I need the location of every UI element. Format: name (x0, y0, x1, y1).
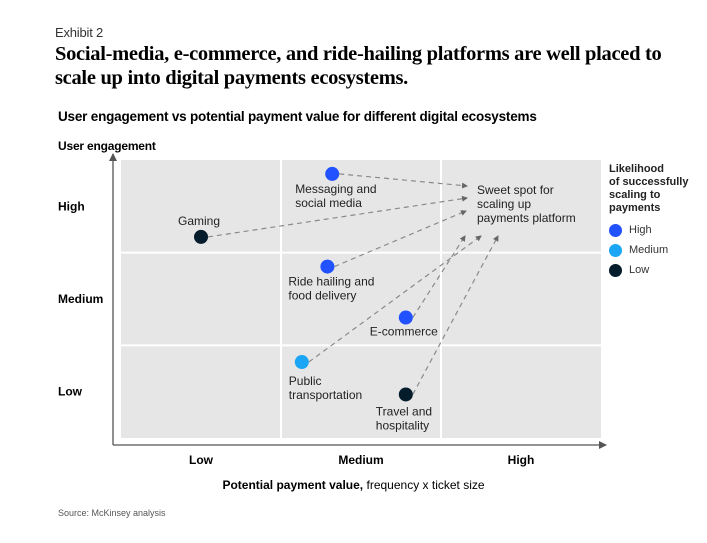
legend-title-line: payments (609, 202, 661, 214)
data-point-label: Messaging and (295, 182, 376, 196)
x-tick-label: Low (189, 453, 214, 467)
legend-label: Medium (629, 244, 669, 256)
legend: Likelihood of successfully scaling to payme… (609, 163, 704, 277)
chart-title: User engagement vs potential payment val… (58, 109, 537, 124)
data-point-label: Public (289, 374, 322, 388)
x-axis-title: Potential payment value, frequency x tic… (0, 478, 707, 492)
data-point (194, 229, 208, 244)
data-point (398, 310, 413, 325)
legend-swatch (609, 223, 622, 237)
data-point (294, 355, 309, 370)
source-note: Source: McKinsey analysis (58, 508, 166, 518)
grid-cell (442, 346, 601, 438)
x-axis-title-rest: frequency x ticket size (363, 478, 485, 492)
y-tick-label: Low (58, 385, 83, 399)
legend-title-line: Likelihood (609, 163, 664, 175)
data-point-label: transportation (289, 388, 362, 402)
grid-cell (121, 346, 280, 438)
legend-item: Medium (609, 243, 704, 257)
exhibit-label: Exhibit 2 (55, 25, 104, 40)
y-tick-label: High (58, 199, 85, 213)
target-label: payments platform (477, 211, 576, 225)
y-axis-title: User engagement (58, 139, 156, 153)
legend-label: Low (629, 264, 650, 276)
y-tick-label: Medium (58, 292, 103, 306)
target-label: Sweet spot for (477, 183, 554, 197)
connector-arrow (207, 195, 468, 238)
data-point (325, 166, 340, 181)
connector-arrow (412, 235, 466, 318)
legend-swatch (609, 243, 622, 257)
data-point-label: hospitality (376, 418, 429, 432)
data-point-label: Gaming (178, 214, 220, 228)
grid-cell (442, 253, 601, 345)
connector-arrow (412, 235, 499, 395)
x-axis-title-bold: Potential payment value, (222, 478, 364, 492)
x-tick-label: High (508, 453, 535, 467)
connector-arrow (339, 173, 468, 189)
data-point-label: Ride hailing and (288, 275, 374, 289)
data-point-label: E-commerce (370, 325, 438, 339)
data-point-label: food delivery (288, 289, 356, 303)
grid-cell (282, 253, 440, 345)
grid-cell (121, 253, 280, 345)
x-tick-label: Medium (338, 453, 383, 467)
legend-item: Low (609, 263, 704, 277)
target-label: scaling up (477, 197, 531, 211)
data-point (320, 259, 335, 274)
data-point (398, 387, 413, 402)
data-point-label: Travel and (376, 404, 432, 418)
data-point-label: social media (295, 196, 362, 210)
legend-item: High (609, 223, 704, 237)
headline: Social-media, e-commerce, and ride-haili… (55, 43, 662, 89)
legend-title-line: of successfully (609, 176, 689, 188)
legend-title-line: scaling to (609, 189, 661, 201)
legend-label: High (629, 224, 652, 236)
grid-cell (442, 160, 601, 252)
legend-title: Likelihood of successfully scaling to payme… (609, 163, 704, 215)
connector-arrow (334, 210, 467, 268)
legend-swatch (609, 263, 622, 277)
